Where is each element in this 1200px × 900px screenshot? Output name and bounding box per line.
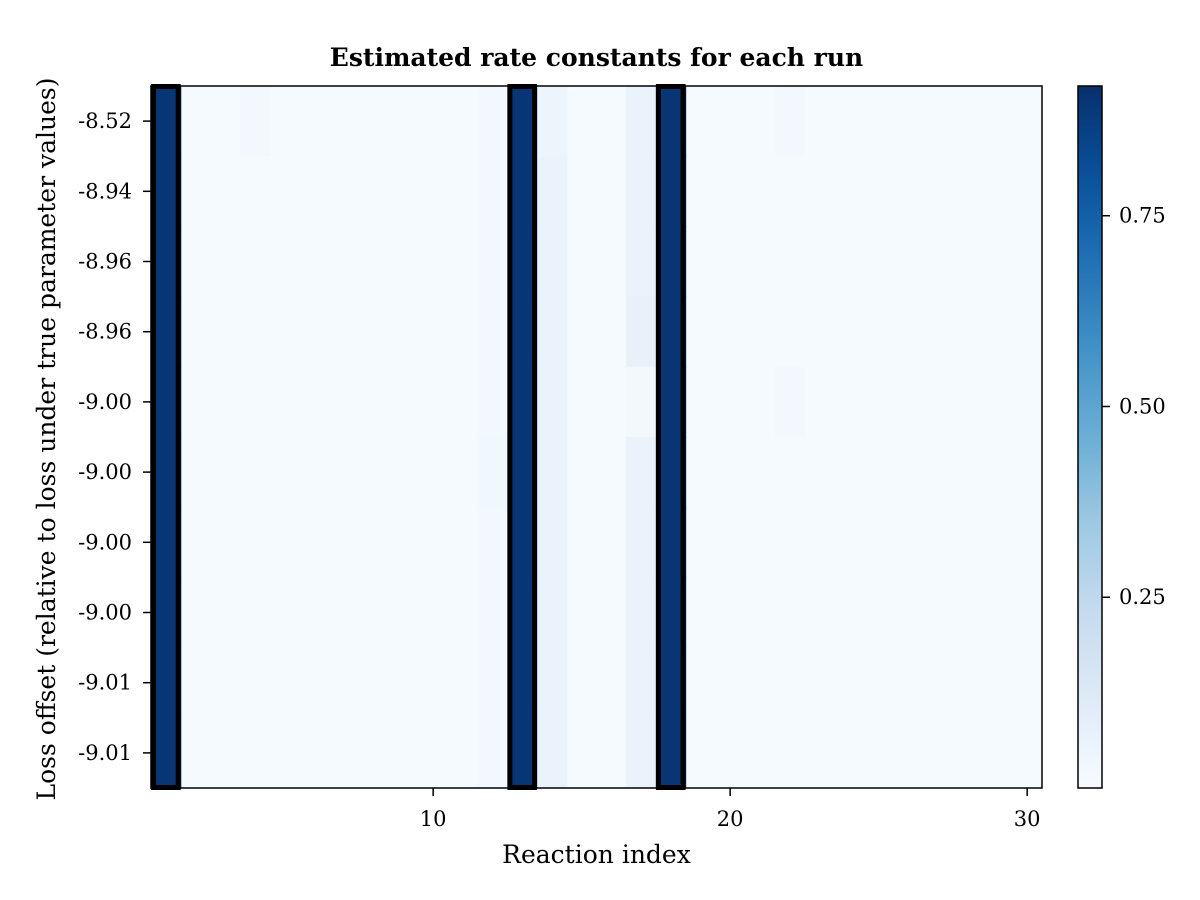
heatmap-cell — [774, 647, 805, 719]
heatmap-cell — [626, 156, 657, 227]
heatmap-cell — [240, 577, 271, 649]
heatmap-cell — [240, 717, 271, 789]
heatmap-cell — [626, 507, 657, 578]
colorbar-tick-label: 0.50 — [1119, 394, 1166, 418]
heatmap-cell — [477, 156, 508, 227]
heatmap-cell — [537, 647, 568, 719]
heatmap-cell — [240, 156, 271, 227]
heatmap-cell — [477, 86, 508, 157]
heatmap-cell — [537, 717, 568, 789]
heatmap-cell — [774, 577, 805, 649]
y-tick-label: -9.00 — [78, 601, 132, 625]
plot-frame — [150, 85, 1043, 789]
colorbar — [1077, 85, 1103, 789]
heatmap-cell — [626, 226, 657, 298]
heatmap-background — [151, 86, 1042, 788]
y-tick-label: -9.00 — [78, 390, 132, 414]
colorbar-ticks: 0.25 0.50 0.75 — [1102, 204, 1166, 609]
heatmap-cells — [151, 86, 1042, 789]
y-tick-label: -9.01 — [78, 741, 132, 765]
heatmap-cell — [774, 507, 805, 578]
heatmap-cell — [626, 366, 657, 438]
x-axis-label: Reaction index — [502, 840, 691, 869]
heatmap-cell — [240, 296, 271, 368]
heatmap-cell — [537, 296, 568, 368]
heatmap-cell — [477, 226, 508, 298]
x-tick-label: 10 — [420, 807, 447, 831]
y-tick-label: -9.01 — [78, 671, 132, 695]
heatmap-cell — [626, 86, 657, 157]
x-tick-label: 30 — [1014, 807, 1041, 831]
heatmap-cell — [774, 296, 805, 368]
heatmap-cell — [240, 366, 271, 438]
chart-title: Estimated rate constants for each run — [330, 43, 863, 72]
heatmap-cell — [477, 437, 508, 508]
heatmap-cell — [537, 437, 568, 508]
heatmap-cell — [240, 226, 271, 298]
x-axis-ticks: 10 20 30 — [420, 788, 1041, 831]
heatmap-cell — [537, 507, 568, 578]
y-tick-label: -8.94 — [78, 179, 132, 203]
heatmap-cell — [477, 647, 508, 719]
y-tick-label: -8.96 — [78, 320, 132, 344]
heatmap-cell — [626, 437, 657, 508]
heatmap-cell — [774, 156, 805, 227]
heatmap-cell — [537, 156, 568, 227]
y-axis-label: Loss offset (relative to loss under true… — [32, 78, 61, 801]
heatmap-cell — [537, 86, 568, 157]
heatmap-cell — [774, 86, 805, 157]
heatmap-cell — [626, 296, 657, 368]
heatmap-cell — [774, 437, 805, 508]
heatmap-cell — [537, 577, 568, 649]
x-tick-label: 20 — [717, 807, 744, 831]
heatmap-cell — [774, 226, 805, 298]
heatmap-cell — [626, 647, 657, 719]
y-tick-label: -9.00 — [78, 530, 132, 554]
heatmap-cell — [626, 717, 657, 789]
heatmap-cell — [477, 717, 508, 789]
heatmap-cell — [240, 507, 271, 578]
y-axis-ticks: -8.52 -8.94 -8.96 -8.96 -9.00 -9.00 -9.00 -9.00… — [78, 109, 151, 765]
heatmap-cell — [537, 226, 568, 298]
heatmap-cell — [774, 717, 805, 789]
y-tick-label: -8.52 — [78, 109, 132, 133]
heatmap-cell — [626, 577, 657, 649]
heatmap-cell — [537, 366, 568, 438]
colorbar-tick-label: 0.75 — [1119, 204, 1166, 228]
heatmap-cell — [240, 86, 271, 157]
heatmap-cell — [477, 577, 508, 649]
colorbar-tick-label: 0.25 — [1119, 585, 1166, 609]
y-tick-label: -8.96 — [78, 250, 132, 274]
heatmap-cell — [240, 647, 271, 719]
heatmap-cell — [477, 366, 508, 438]
heatmap-cell — [774, 366, 805, 438]
heatmap-cell — [240, 437, 271, 508]
heatmap-cell — [477, 296, 508, 368]
heatmap-cell — [477, 507, 508, 578]
y-tick-label: -9.00 — [78, 460, 132, 484]
